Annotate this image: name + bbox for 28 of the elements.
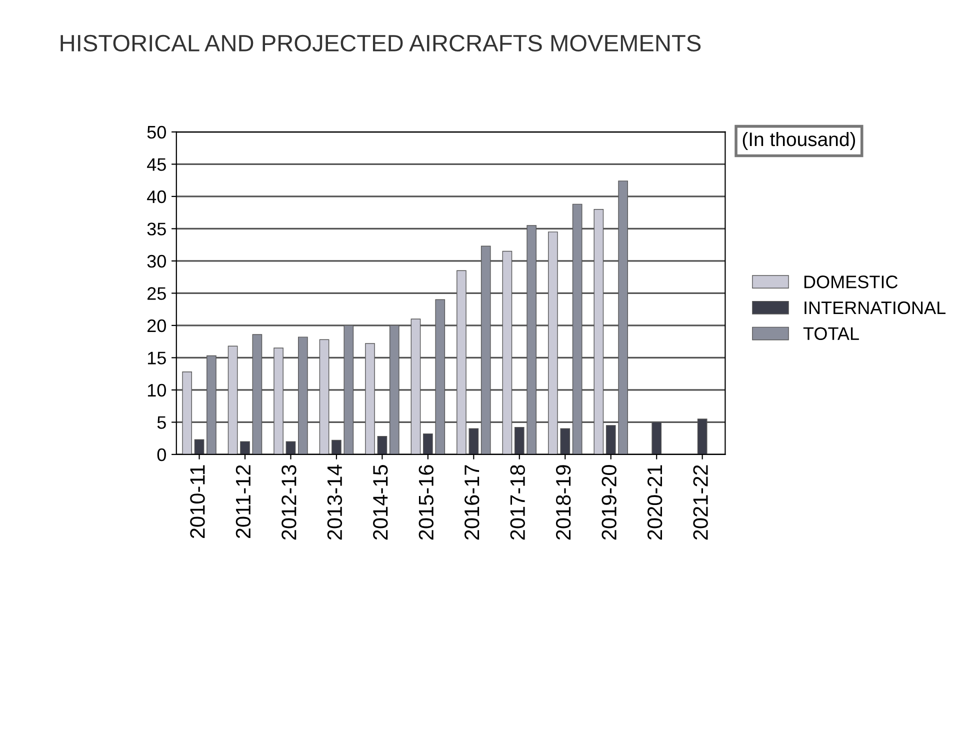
legend-label: DOMESTIC	[804, 276, 898, 288]
y-tick-label: 25	[148, 287, 166, 300]
y-tick-label: 35	[147, 222, 166, 236]
y-tick-label: 10	[148, 384, 166, 397]
x-tick-label: 2014-15	[373, 465, 388, 540]
x-tick-label: 2010-11	[190, 465, 205, 538]
y-tick-label: 0	[157, 448, 166, 462]
text: (In thousand)	[742, 132, 856, 150]
legend-label: INTERNATIONAL	[804, 301, 946, 314]
x-tick-label: 2016-17	[464, 465, 480, 540]
y-tick-label: 5	[157, 416, 166, 429]
x-tick-label: 2018-19	[556, 465, 571, 540]
legend-label: TOTAL	[803, 327, 859, 340]
chart-title: HISTORICAL AND PROJECTED AIRCRAFTS MOVEMENTS	[60, 34, 701, 52]
x-tick-label: 2021-22	[693, 465, 708, 540]
y-tick-label: 50	[147, 126, 166, 139]
y-tick-label: 45	[147, 158, 166, 171]
x-tick-label: 2012-13	[282, 465, 296, 540]
x-tick-label: 2019-20	[602, 464, 616, 540]
y-tick-label: 40	[147, 190, 166, 204]
y-tick-label: 20	[148, 319, 166, 332]
x-tick-label: 2017-18	[510, 465, 525, 540]
x-tick-label: 2020-21	[647, 465, 662, 540]
y-tick-label: 15	[148, 352, 166, 364]
y-tick-label: 30	[147, 254, 166, 268]
x-tick-label: 2013-14	[327, 464, 342, 540]
x-tick-label: 2011-12	[236, 465, 251, 538]
x-tick-label: 2015-16	[418, 465, 434, 540]
